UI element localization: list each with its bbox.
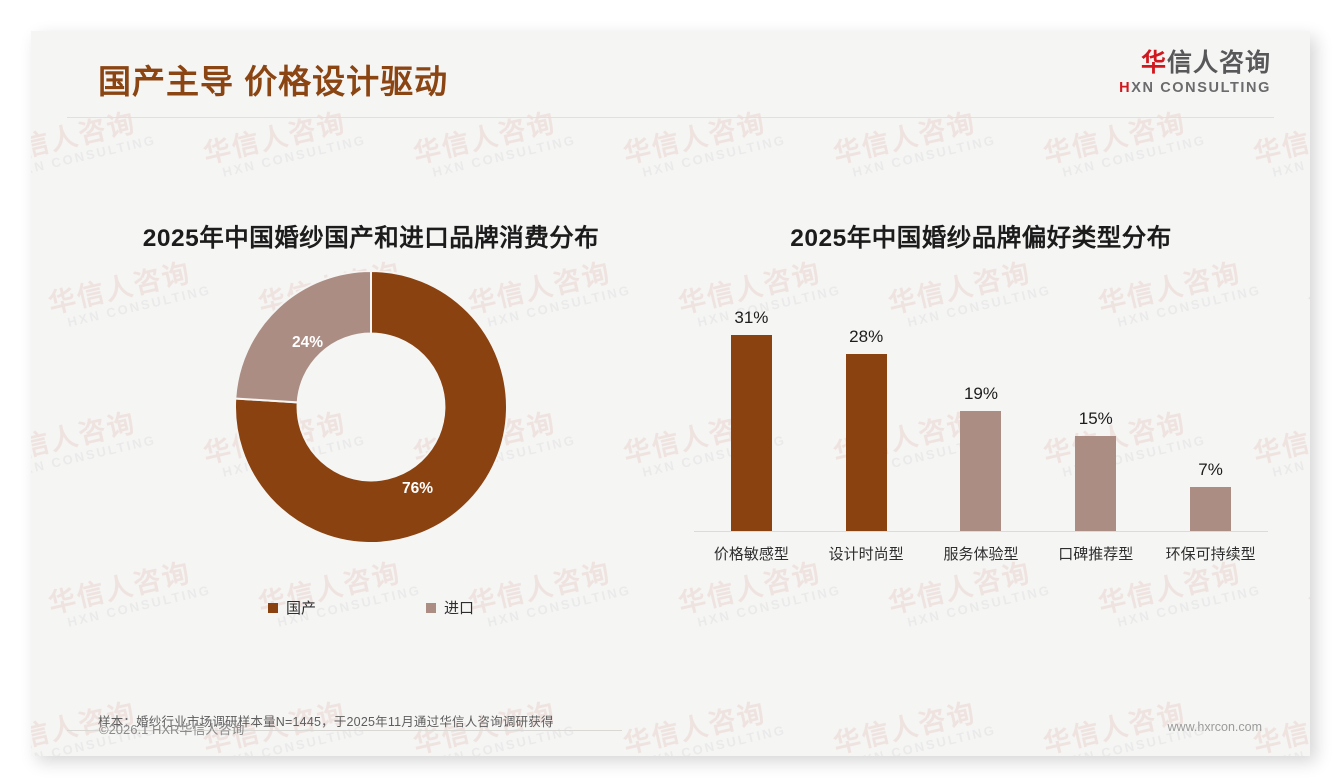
bar-column[interactable]: 19%: [930, 281, 1031, 531]
bar-chart-title: 2025年中国婚纱品牌偏好类型分布: [790, 225, 1172, 252]
bar-category-label: 口碑推荐型: [1058, 546, 1134, 563]
bar-value-label: 31%: [734, 307, 769, 327]
logo-en-rest: XN CONSULTING: [1131, 80, 1271, 96]
header-divider: [67, 117, 1274, 118]
legend-swatch-icon: [426, 602, 436, 613]
bar-column[interactable]: 7%: [1160, 281, 1261, 531]
donut-legend-label: 国产: [285, 600, 316, 617]
bar-category-label: 设计时尚型: [828, 546, 904, 563]
donut-slice[interactable]: [235, 271, 372, 404]
logo-english-text: HXN CONSULTING: [1119, 81, 1271, 96]
bar-x-axis-labels: 价格敏感型 设计时尚型 服务体验型 口碑推荐型 环保可持续型: [694, 543, 1268, 564]
bar-value-label: 19%: [963, 383, 998, 403]
footnote-divider: [67, 730, 622, 731]
bar-column[interactable]: 31%: [701, 281, 802, 531]
donut-chart-title: 2025年中国婚纱国产和进口品牌消费分布: [142, 225, 600, 252]
donut-legend: 国产 进口: [71, 597, 671, 618]
donut-slice[interactable]: [235, 271, 507, 543]
donut-legend-item[interactable]: 进口: [426, 597, 474, 618]
slide-card: 华信人咨询 HXN CONSULTING 华信人咨询 HXN CONSULTING 华信…: [31, 31, 1310, 756]
source-footnote: 样本：婚纱行业市场调研样本量N=1445，于2025年11月通过华信人咨询调研获…: [98, 715, 554, 729]
charts-area: 2025年中国婚纱国产和进口品牌消费分布 24% 76% 国产 进口 2025年中…: [31, 119, 1310, 664]
logo-accent-char: 华: [1140, 49, 1167, 77]
watermark-chinese: 华信人咨询: [830, 697, 979, 756]
slide-header: 国产主导 价格设计驱动 华信人咨询 HXN CONSULTING: [31, 31, 1310, 119]
bar-rect[interactable]: [1190, 486, 1232, 531]
footer-copyright: ©2026.1 HXR华信人咨询: [99, 722, 245, 737]
footer-website[interactable]: www.hxrcon.com: [1167, 720, 1262, 734]
watermark-chinese: 华信人咨询: [620, 697, 769, 756]
bar-chart-panel: 2025年中国婚纱品牌偏好类型分布 31% 28% 19% 15% 7% 价格敏感型 设计…: [681, 119, 1281, 664]
donut-svg: [235, 271, 507, 543]
bar-category-label: 环保可持续型: [1165, 546, 1256, 563]
bar-category-label: 服务体验型: [943, 546, 1019, 563]
bar-value-label: 28%: [849, 326, 884, 346]
bar-chart: 31% 28% 19% 15% 7% 价格敏感型 设计时尚型 服务体验型 口碑推荐型 环保可持续…: [694, 269, 1268, 569]
donut-chart: 24% 76%: [235, 271, 507, 543]
bar-plot-area: 31% 28% 19% 15% 7%: [694, 281, 1268, 531]
logo-en-accent-char: H: [1119, 80, 1132, 96]
logo-chinese-text: 华信人咨询: [1119, 51, 1271, 76]
donut-label-imported: 24%: [292, 334, 324, 351]
bar-x-axis-line: [694, 531, 1268, 532]
bar-column[interactable]: 28%: [816, 281, 917, 531]
page-title: 国产主导 价格设计驱动: [98, 63, 449, 100]
watermark-english: HXN CONSULTING: [1271, 722, 1310, 756]
bar-rect[interactable]: [960, 410, 1002, 531]
donut-legend-item[interactable]: 国产: [267, 597, 316, 618]
bar-column[interactable]: 15%: [1045, 281, 1146, 531]
legend-swatch-icon: [267, 602, 278, 613]
bar-rect[interactable]: [845, 353, 887, 531]
bar-rect[interactable]: [1075, 436, 1117, 531]
watermark-english: HXN CONSULTING: [641, 722, 788, 756]
bar-value-label: 15%: [1078, 409, 1113, 429]
donut-chart-panel: 2025年中国婚纱国产和进口品牌消费分布 24% 76% 国产 进口: [71, 119, 671, 664]
bar-category-label: 价格敏感型: [713, 546, 789, 563]
company-logo: 华信人咨询 HXN CONSULTING: [1119, 51, 1271, 96]
logo-rest-chars: 信人咨询: [1166, 49, 1271, 77]
watermark-english: HXN CONSULTING: [851, 722, 998, 756]
donut-legend-label: 进口: [444, 600, 475, 617]
bar-value-label: 7%: [1198, 459, 1223, 479]
donut-label-domestic: 76%: [402, 480, 434, 497]
bar-rect[interactable]: [730, 334, 772, 531]
